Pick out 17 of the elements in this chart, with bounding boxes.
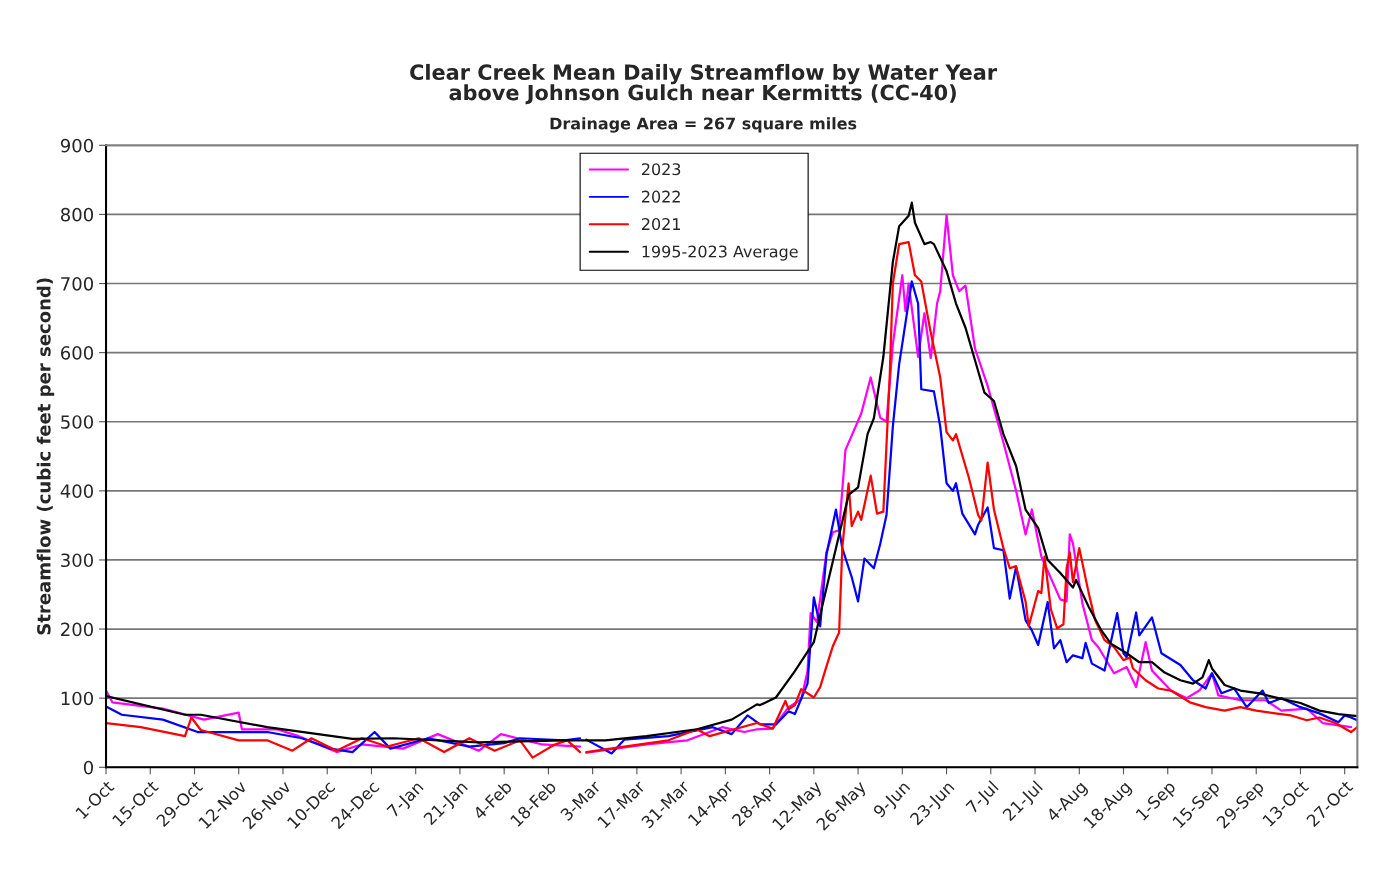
legend-label: 2023 (642, 163, 681, 176)
y-axis-title: Streamflow (cubic feet per second) (36, 278, 55, 635)
y-tick-label: 800 (60, 207, 94, 222)
chart-title: Clear Creek Mean Daily Streamflow by Water Year above Johnson Gulch near Kermitts (CC-40) (410, 63, 998, 105)
chart-subtitle: Drainage Area = 267 square miles (550, 117, 857, 133)
y-tick-label: 600 (61, 346, 94, 360)
y-tick-label: 200 (61, 622, 94, 637)
y-tick-label: 100 (61, 691, 94, 706)
legend-label: 2022 (642, 190, 680, 203)
legend-label: 1995-2023 Average (642, 245, 798, 261)
y-tick-label: 0 (83, 760, 94, 775)
y-tick-label: 900 (60, 138, 94, 153)
y-tick-label: 500 (61, 415, 94, 429)
y-tick-label: 300 (61, 553, 94, 568)
legend-label: 2021 (642, 218, 680, 231)
y-tick-label: 700 (61, 276, 94, 291)
y-tick-label: 400 (60, 484, 94, 498)
